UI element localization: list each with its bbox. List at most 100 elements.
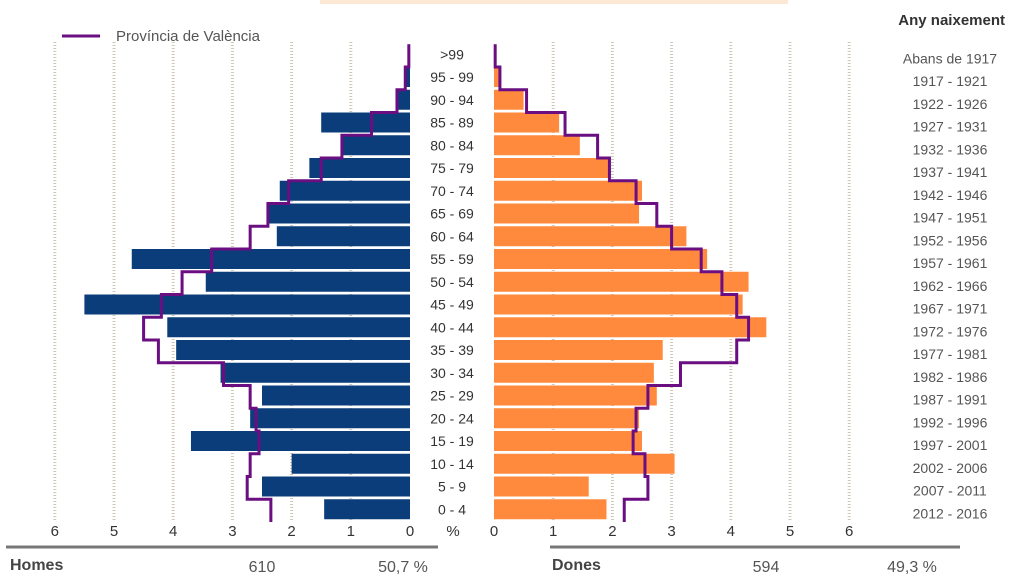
age-group-label: 0 - 4 — [438, 501, 466, 517]
male-label: Homes — [10, 557, 63, 574]
male-bar — [279, 180, 410, 201]
age-group-label: 80 - 84 — [430, 137, 474, 153]
birth-year-label: 1957 - 1961 — [913, 255, 988, 271]
legend-label: Província de València — [116, 28, 261, 45]
birth-year-labels: 2012 - 2016 2007 - 2011 2002 - 2006 1997 - … — [903, 50, 997, 521]
female-label: Dones — [552, 557, 601, 574]
male-bar — [324, 499, 410, 520]
male-bar — [262, 385, 410, 406]
birth-year-label: 2007 - 2011 — [913, 483, 987, 499]
birth-year-label: 1962 - 1966 — [913, 278, 988, 294]
age-group-label: 45 - 49 — [430, 297, 474, 313]
male-bar — [276, 226, 410, 247]
male-bar — [404, 67, 410, 87]
birth-year-label: 1932 - 1936 — [913, 141, 988, 157]
birth-year-label: 1927 - 1931 — [913, 119, 988, 135]
reference-line-female — [493, 44, 751, 522]
male-bar — [398, 89, 410, 110]
female-bar — [494, 408, 640, 429]
age-group-label: 90 - 94 — [430, 92, 474, 108]
female-bar — [494, 271, 749, 292]
x-tick-labels: 6 5 4 3 2 1 0 0 1 2 3 4 5 6 — [51, 523, 854, 540]
male-bar — [309, 158, 410, 178]
x-tick-right: 2 — [608, 523, 616, 540]
male-bar — [205, 271, 410, 292]
female-bar — [494, 67, 500, 87]
age-group-label: 70 - 74 — [430, 183, 474, 199]
reference-lines — [142, 44, 751, 522]
age-group-label: 85 - 89 — [430, 115, 474, 131]
birth-year-label: 1947 - 1951 — [913, 210, 988, 226]
male-bar — [131, 249, 410, 269]
birth-year-label: 1922 - 1926 — [913, 96, 988, 112]
female-bar — [494, 499, 607, 520]
male-bar — [84, 294, 411, 315]
female-bar — [494, 294, 743, 315]
female-bar — [494, 158, 610, 178]
age-group-label: 60 - 64 — [430, 228, 474, 244]
male-bar — [321, 112, 410, 133]
age-group-label: 30 - 34 — [430, 365, 474, 381]
x-tick-left: 0 — [406, 523, 414, 540]
birth-year-label: 2002 - 2006 — [913, 460, 988, 476]
birth-year-label: 1982 - 1986 — [913, 369, 988, 385]
age-group-label: 20 - 24 — [430, 410, 474, 426]
x-tick-right: 6 — [845, 523, 853, 540]
birth-year-label: 1967 - 1971 — [913, 301, 988, 317]
female-percent: 49,3 % — [887, 559, 937, 576]
age-group-label: 15 - 19 — [430, 433, 474, 449]
female-bar — [494, 180, 642, 201]
age-group-label: 65 - 69 — [430, 206, 474, 222]
male-bar — [262, 476, 410, 497]
male-bar — [190, 431, 410, 451]
age-group-label: 5 - 9 — [438, 479, 466, 495]
male-bar — [267, 203, 410, 224]
birth-year-label: 1972 - 1976 — [913, 323, 988, 339]
x-tick-left: 3 — [228, 523, 236, 540]
birth-year-label: 1992 - 1996 — [913, 414, 988, 430]
x-tick-right: 4 — [727, 523, 735, 540]
female-bar — [494, 431, 642, 451]
age-group-label: >99 — [440, 46, 464, 62]
birth-year-label: 1977 - 1981 — [913, 346, 988, 362]
x-tick-right: 0 — [490, 523, 498, 540]
x-tick-right: 3 — [667, 523, 675, 540]
x-tick-right: 1 — [549, 523, 557, 540]
age-group-label: 35 - 39 — [430, 342, 474, 358]
birth-year-label: 2012 - 2016 — [913, 505, 988, 521]
birth-year-label: 1952 - 1956 — [913, 232, 988, 248]
bars-group — [84, 44, 767, 520]
age-group-label: 25 - 29 — [430, 388, 474, 404]
female-bar — [494, 112, 560, 133]
female-bar — [494, 453, 675, 474]
x-tick-left: 5 — [110, 523, 118, 540]
female-bar — [494, 226, 687, 247]
age-group-label: 95 - 99 — [430, 69, 474, 85]
female-bar — [494, 476, 589, 497]
female-bar — [494, 249, 708, 269]
birth-year-label: Abans de 1917 — [903, 50, 997, 66]
female-count: 594 — [753, 559, 780, 576]
reference-line-male — [142, 44, 411, 522]
x-tick-left: 6 — [51, 523, 59, 540]
birth-year-label: 1942 - 1946 — [913, 187, 988, 203]
female-bar — [494, 89, 524, 110]
unit-label: % — [446, 523, 459, 540]
male-bar — [220, 362, 410, 383]
birth-year-label: 1917 - 1921 — [913, 73, 988, 89]
male-bar — [176, 340, 410, 360]
female-bar — [494, 317, 767, 338]
header-accent-bar — [320, 0, 788, 4]
age-group-label: 55 - 59 — [430, 251, 474, 267]
x-tick-right: 5 — [786, 523, 794, 540]
female-bar — [494, 203, 640, 224]
x-tick-left: 1 — [347, 523, 355, 540]
age-labels: 0 - 4 5 - 9 10 - 14 15 - 19 20 - 24 25 - 29 30… — [430, 46, 474, 517]
age-group-label: 10 - 14 — [430, 456, 474, 472]
x-tick-left: 4 — [169, 523, 177, 540]
x-tick-left: 2 — [287, 523, 295, 540]
male-bar — [167, 317, 410, 338]
male-bar — [291, 453, 410, 474]
birth-year-label: 1987 - 1991 — [913, 392, 988, 408]
female-bar — [494, 385, 657, 406]
